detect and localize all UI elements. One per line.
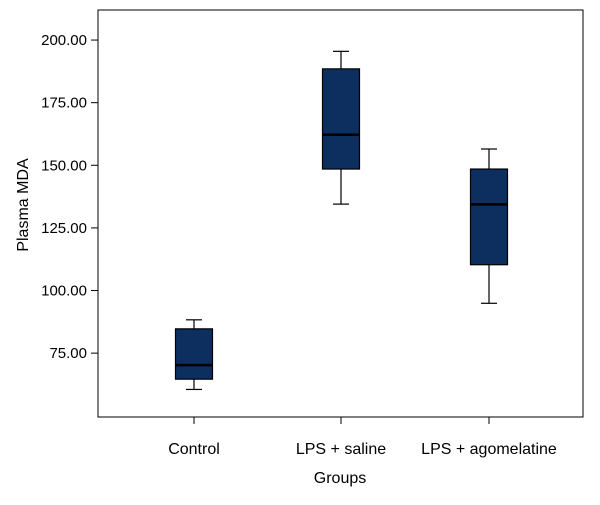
y-tick-label: 100.00 <box>41 283 87 300</box>
y-tick-label: 200.00 <box>41 32 87 49</box>
y-tick-label: 175.00 <box>41 95 87 112</box>
y-axis-label: Plasma MDA <box>15 158 32 252</box>
iqr-box <box>469 168 509 266</box>
y-tick-label: 125.00 <box>41 220 87 237</box>
x-tick-label: LPS + saline <box>296 441 386 458</box>
iqr-box <box>174 328 214 380</box>
x-tick-label: Control <box>168 441 220 458</box>
y-tick-label: 75.00 <box>49 345 87 362</box>
box-series <box>174 50 509 391</box>
box-group <box>174 319 214 391</box>
box-group <box>321 50 361 205</box>
box-group <box>469 148 509 304</box>
iqr-box <box>321 68 361 170</box>
x-axis-label: Groups <box>314 470 366 487</box>
x-tick-label: LPS + agomelatine <box>421 441 557 458</box>
x-axis-ticks: Control LPS + saline LPS + agomelatine <box>168 417 557 458</box>
y-axis-ticks: 75.00 100.00 125.00 150.00 175.00 200.00 <box>41 32 98 362</box>
y-tick-label: 150.00 <box>41 157 87 174</box>
